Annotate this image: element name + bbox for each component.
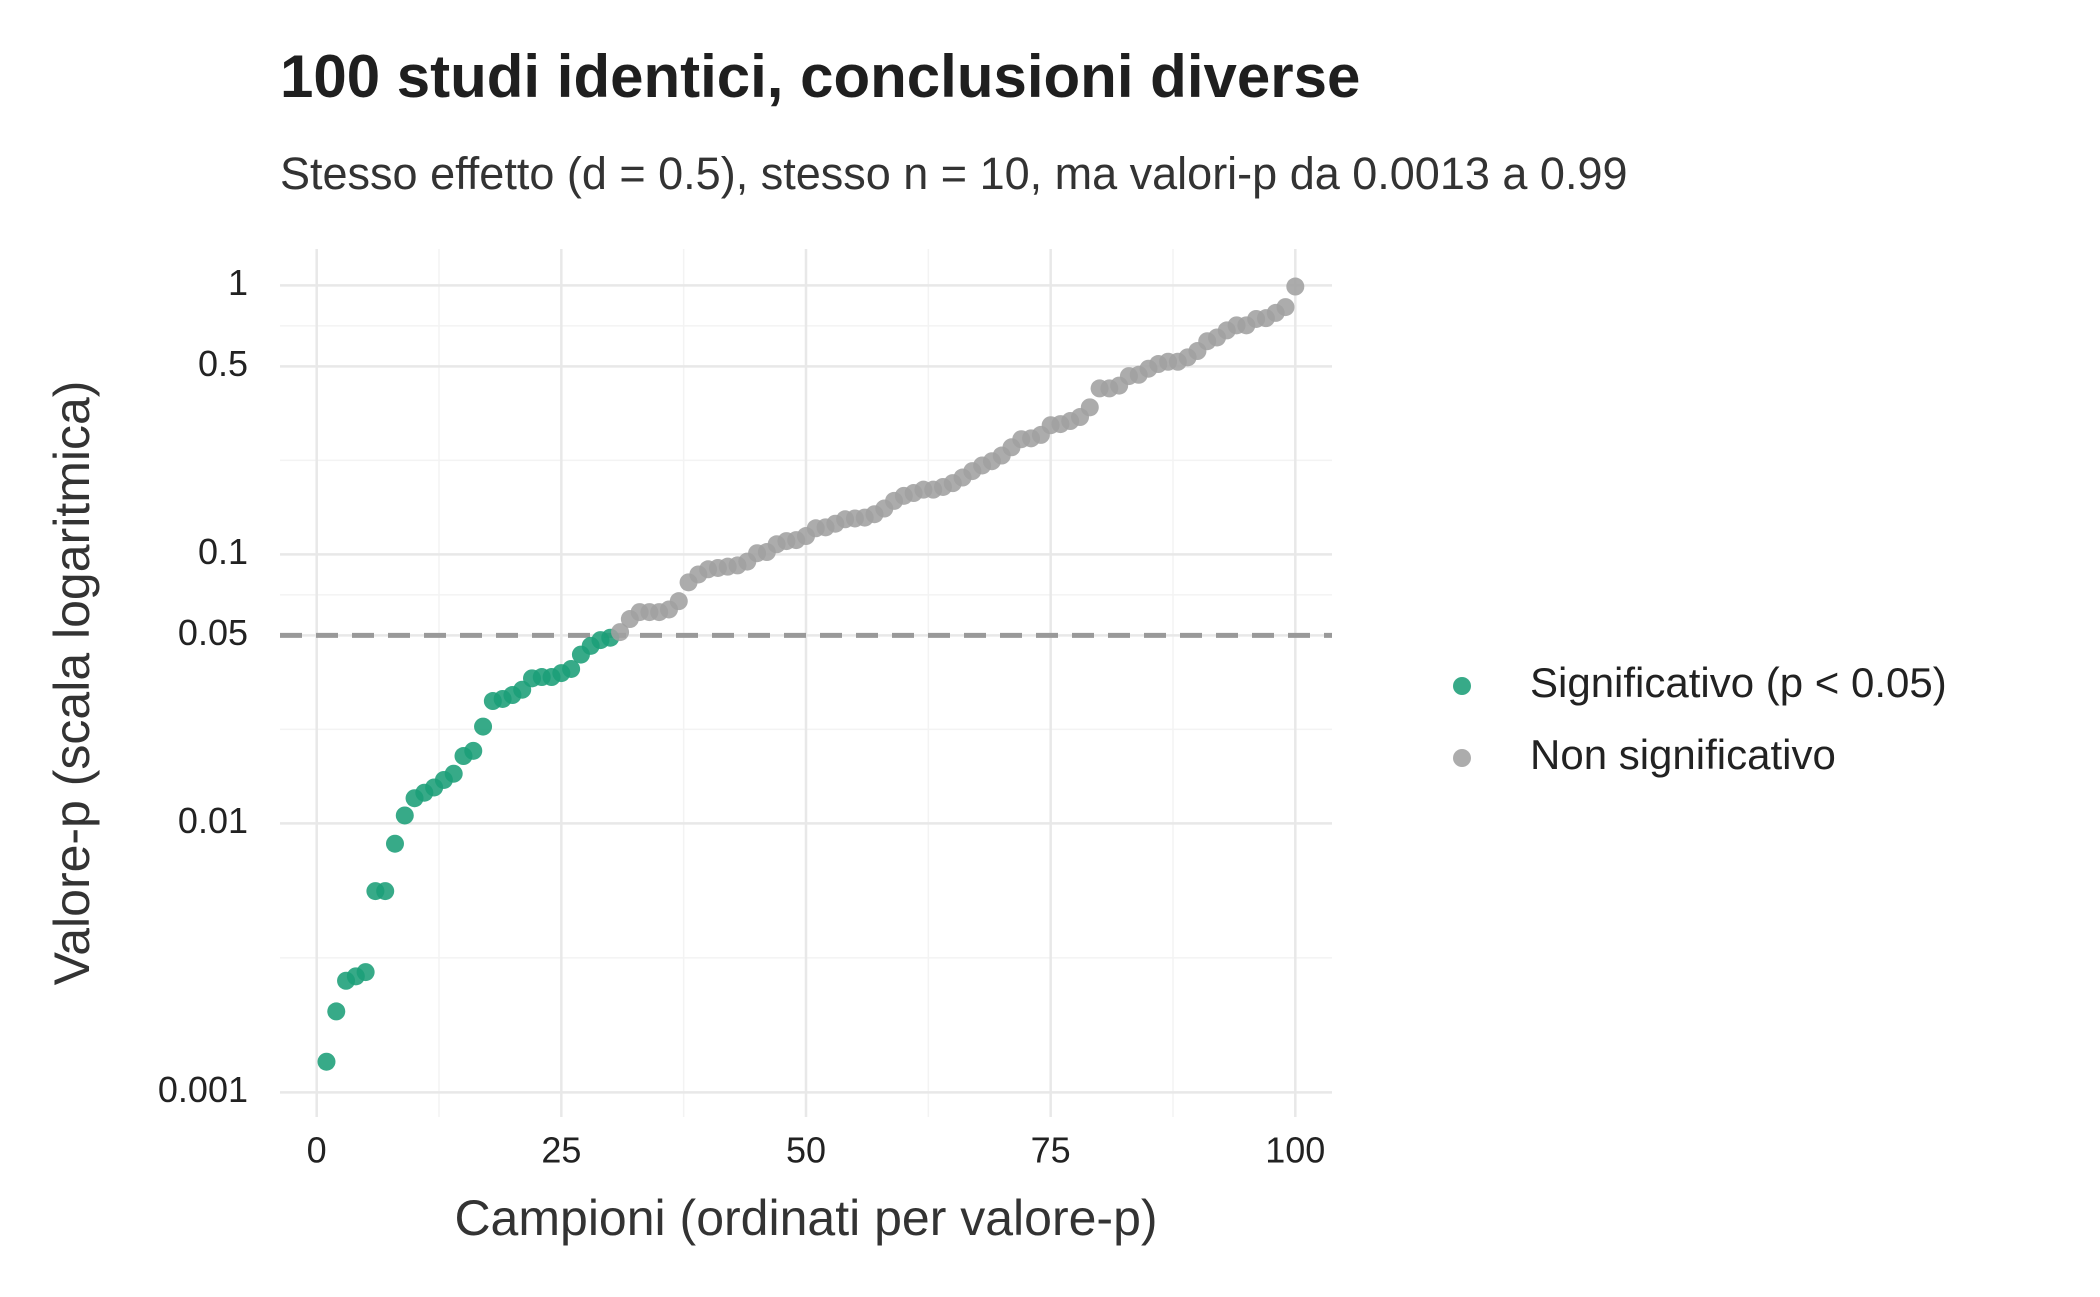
x-tick-label: 25 [541, 1130, 581, 1171]
x-tick-label: 0 [307, 1130, 327, 1171]
legend-marker [1453, 749, 1471, 767]
point [376, 882, 395, 901]
legend-marker [1453, 677, 1471, 695]
point [356, 963, 375, 982]
point [611, 623, 630, 642]
chart-subtitle: Stesso effetto (d = 0.5), stesso n = 10,… [280, 148, 1628, 199]
x-axis-title: Campioni (ordinati per valore-p) [454, 1190, 1157, 1246]
x-tick-label: 50 [786, 1130, 826, 1171]
point [1286, 277, 1305, 296]
point [1276, 298, 1295, 317]
point [474, 717, 493, 736]
y-tick-label: 1 [228, 262, 248, 303]
y-tick-label: 0.1 [198, 531, 248, 572]
point [464, 741, 483, 760]
legend-label: Significativo (p < 0.05) [1530, 659, 1947, 706]
chart-title: 100 studi identici, conclusioni diverse [280, 43, 1360, 110]
point [562, 659, 581, 678]
y-tick-label: 0.05 [178, 612, 248, 653]
y-axis-title: Valore-p (scala logaritmica) [44, 381, 100, 986]
point [317, 1052, 336, 1071]
legend-label: Non significativo [1530, 731, 1836, 778]
point [1080, 398, 1099, 417]
point [385, 834, 404, 853]
x-tick-label: 75 [1031, 1130, 1071, 1171]
y-tick-label: 0.5 [198, 343, 248, 384]
y-tick-label: 0.001 [158, 1069, 248, 1110]
x-tick-label: 100 [1265, 1130, 1325, 1171]
point [395, 806, 414, 825]
point [669, 592, 688, 611]
point [444, 764, 463, 783]
point [327, 1002, 346, 1021]
y-tick-label: 0.01 [178, 800, 248, 841]
